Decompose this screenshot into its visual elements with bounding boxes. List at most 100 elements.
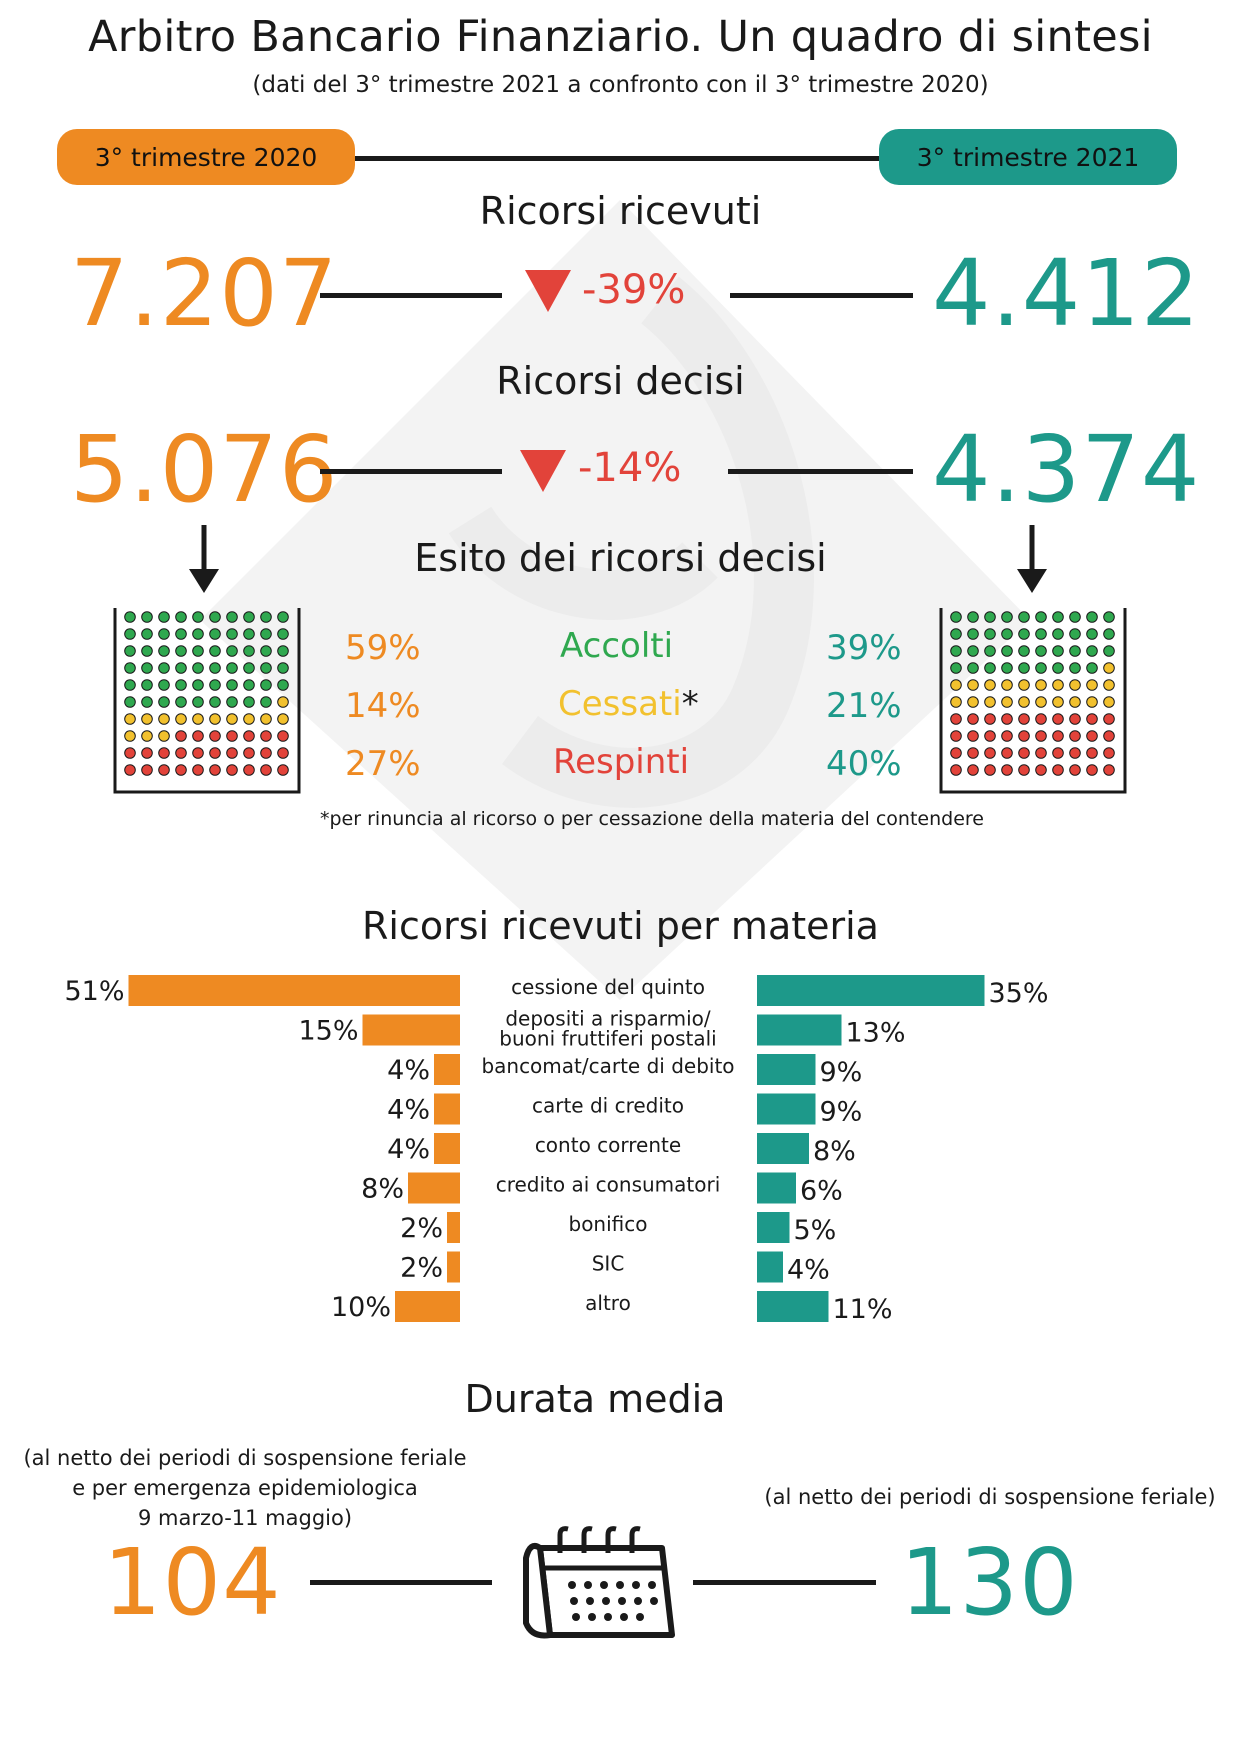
accolti-dot (1069, 611, 1081, 623)
respinti-dot (226, 747, 238, 759)
respinti-dot (1001, 713, 1013, 725)
accolti-dot (260, 679, 272, 691)
accolti-dot (1052, 628, 1064, 640)
cessati-dot (226, 713, 238, 725)
bar-value-label-2021: 8% (813, 1136, 856, 1167)
respinti-dot (209, 747, 221, 759)
cessati-dot (1103, 696, 1115, 708)
accolti-dot (175, 662, 187, 674)
accolti-dot (158, 628, 170, 640)
durata-left-note-line: 9 marzo-11 maggio) (137, 1506, 353, 1530)
bar-2021 (757, 1054, 816, 1085)
durata-left-note: (al netto dei periodi di sospensione fer… (10, 1443, 480, 1533)
bar-2021 (757, 1212, 790, 1243)
cessati-dot (1103, 679, 1115, 691)
accolti-dot (209, 628, 221, 640)
accolti-dot (1103, 611, 1115, 623)
accolti-dot (141, 696, 153, 708)
accolti-dot (1069, 628, 1081, 640)
respinti-dot (192, 730, 204, 742)
accolti-dot (124, 628, 136, 640)
accolti-label: Accolti (560, 626, 674, 666)
cessati-dot (950, 696, 962, 708)
respinti-dot (243, 747, 255, 759)
cessati-dot (1052, 679, 1064, 691)
cessati-dot (1069, 696, 1081, 708)
respinti-dot (984, 713, 996, 725)
respinti-dot (260, 730, 272, 742)
respinti-dot (1086, 730, 1098, 742)
accolti-dot (141, 628, 153, 640)
accolti-dot (192, 645, 204, 657)
accolti-dot (158, 662, 170, 674)
accolti-dot (260, 628, 272, 640)
respinti-dot (277, 730, 289, 742)
category-label: conto corrente (535, 1133, 681, 1157)
respinti-dot (277, 764, 289, 776)
respinti-dot (950, 730, 962, 742)
accolti-dot (175, 611, 187, 623)
accolti-dot (226, 628, 238, 640)
respinti-dot (226, 730, 238, 742)
respinti-dot (1052, 764, 1064, 776)
bar-2020 (408, 1172, 460, 1204)
respinti-dot (1103, 764, 1115, 776)
cessati-dot (1018, 696, 1030, 708)
accolti-dot (243, 645, 255, 657)
ricevuti-change: -39% (582, 267, 686, 313)
cessati-dot (175, 713, 187, 725)
accolti-dot (158, 679, 170, 691)
bar-value-label-2020: 4% (387, 1055, 430, 1086)
bar-value-label-2021: 9% (820, 1097, 863, 1128)
bar-2020 (395, 1291, 460, 1322)
bar-value-label-2021: 35% (989, 978, 1049, 1009)
cessati-left-pct: 14% (345, 686, 421, 726)
respinti-dot (984, 747, 996, 759)
accolti-dot (967, 662, 979, 674)
respinti-dot (243, 764, 255, 776)
accolti-dot (1086, 628, 1098, 640)
accolti-dot (1001, 628, 1013, 640)
bar-value-label-2021: 13% (846, 1018, 906, 1049)
accolti-dot (1001, 645, 1013, 657)
accolti-dot (124, 611, 136, 623)
cessati-dot (209, 713, 221, 725)
respinti-dot (124, 764, 136, 776)
accolti-dot (984, 662, 996, 674)
category-label: bonifico (569, 1212, 648, 1236)
decisi-right-value: 4.374 (932, 416, 1201, 523)
bar-2020 (434, 1133, 460, 1164)
category-label: altro (585, 1291, 631, 1315)
dot-grid-left (113, 608, 301, 794)
respinti-dot (277, 747, 289, 759)
accolti-dot (124, 679, 136, 691)
respinti-dot (950, 764, 962, 776)
bar-2020 (447, 1251, 460, 1283)
accolti-dot (243, 696, 255, 708)
respinti-dot (260, 764, 272, 776)
esito-footnote: *per rinuncia al ricorso o per cessazion… (320, 808, 984, 830)
accolti-dot (1052, 662, 1064, 674)
accolti-dot (209, 679, 221, 691)
accolti-dot (175, 645, 187, 657)
respinti-dot (124, 747, 136, 759)
calendar-icon (523, 1526, 675, 1639)
respinti-dot (967, 713, 979, 725)
accolti-dot (141, 662, 153, 674)
durata-left-note-line: e per emergenza epidemiologica (72, 1476, 418, 1500)
bar-value-label-2020: 10% (331, 1292, 391, 1323)
respinti-dot (1069, 747, 1081, 759)
accolti-dot (260, 611, 272, 623)
page-subtitle: (dati del 3° trimestre 2021 a confronto … (252, 72, 989, 98)
accolti-dot (1086, 611, 1098, 623)
respinti-dot (950, 713, 962, 725)
accolti-dot (141, 679, 153, 691)
bar-value-label-2020: 4% (387, 1095, 430, 1126)
durata-title: Durata media (464, 1377, 726, 1421)
esito-title: Esito dei ricorsi decisi (414, 536, 827, 580)
accolti-dot (967, 628, 979, 640)
respinti-dot (967, 747, 979, 759)
bar-2021 (757, 1093, 816, 1125)
accolti-dot (1018, 662, 1030, 674)
